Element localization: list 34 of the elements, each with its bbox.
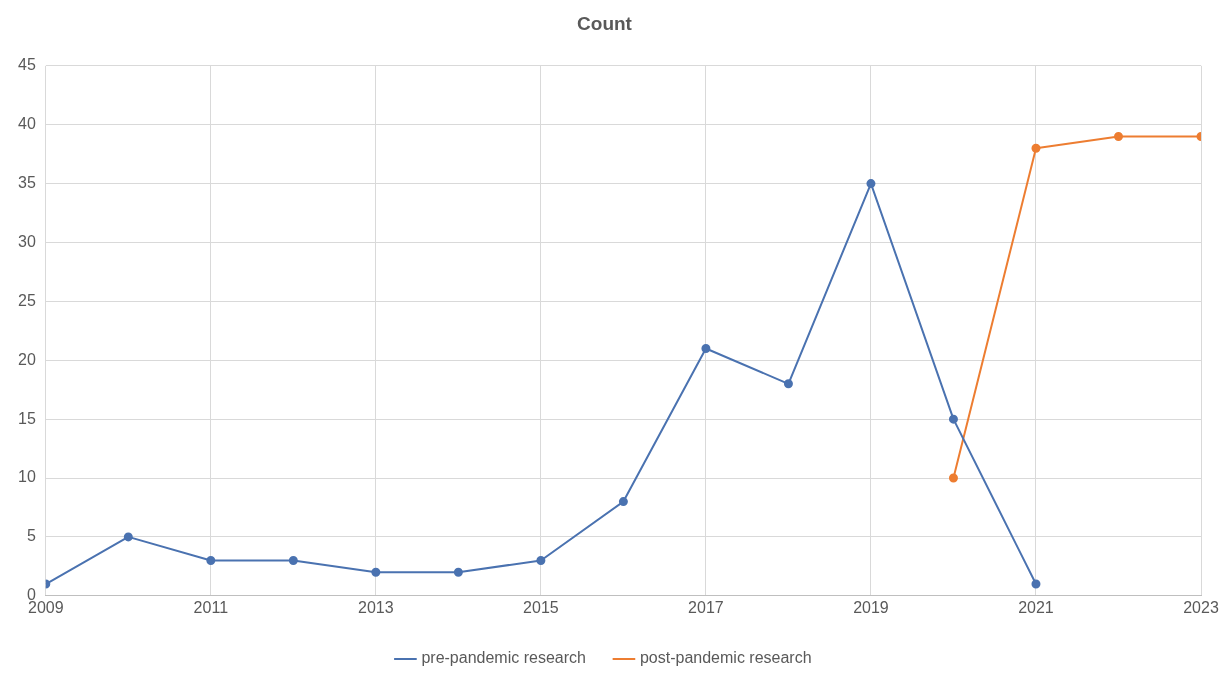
y-tick-label: 35 <box>18 173 36 191</box>
x-tick-label: 2021 <box>1018 598 1054 616</box>
point <box>866 179 876 189</box>
y-tick-label: 20 <box>18 350 36 368</box>
point <box>453 567 463 577</box>
x-tick-label: 2017 <box>688 598 724 616</box>
y-tick-label: 15 <box>18 409 36 427</box>
point <box>206 555 216 565</box>
point <box>123 532 133 542</box>
point <box>1031 143 1041 153</box>
legend-label: pre-pandemic research <box>421 649 586 667</box>
point <box>948 473 958 483</box>
y-tick-label: 30 <box>18 232 36 250</box>
x-tick-label: 2019 <box>853 598 889 616</box>
point <box>371 567 381 577</box>
x-tick-label: 2015 <box>523 598 559 616</box>
point <box>1113 131 1123 141</box>
y-tick-label: 25 <box>18 291 36 309</box>
point <box>948 414 958 424</box>
point <box>618 497 628 507</box>
y-tick-label: 10 <box>18 468 36 486</box>
point <box>783 379 793 389</box>
point <box>701 343 711 353</box>
x-tick-label: 2023 <box>1183 598 1219 616</box>
y-tick-label: 40 <box>18 115 36 133</box>
chart-title: Count <box>577 12 633 34</box>
legend-label: post-pandemic research <box>639 649 812 667</box>
point <box>1031 579 1041 589</box>
y-tick-label: 5 <box>26 527 36 545</box>
point <box>288 555 298 565</box>
x-tick-label: 2013 <box>358 598 394 616</box>
y-tick-label: 45 <box>18 56 36 74</box>
point <box>536 555 546 565</box>
x-tick-label: 2011 <box>193 598 229 616</box>
